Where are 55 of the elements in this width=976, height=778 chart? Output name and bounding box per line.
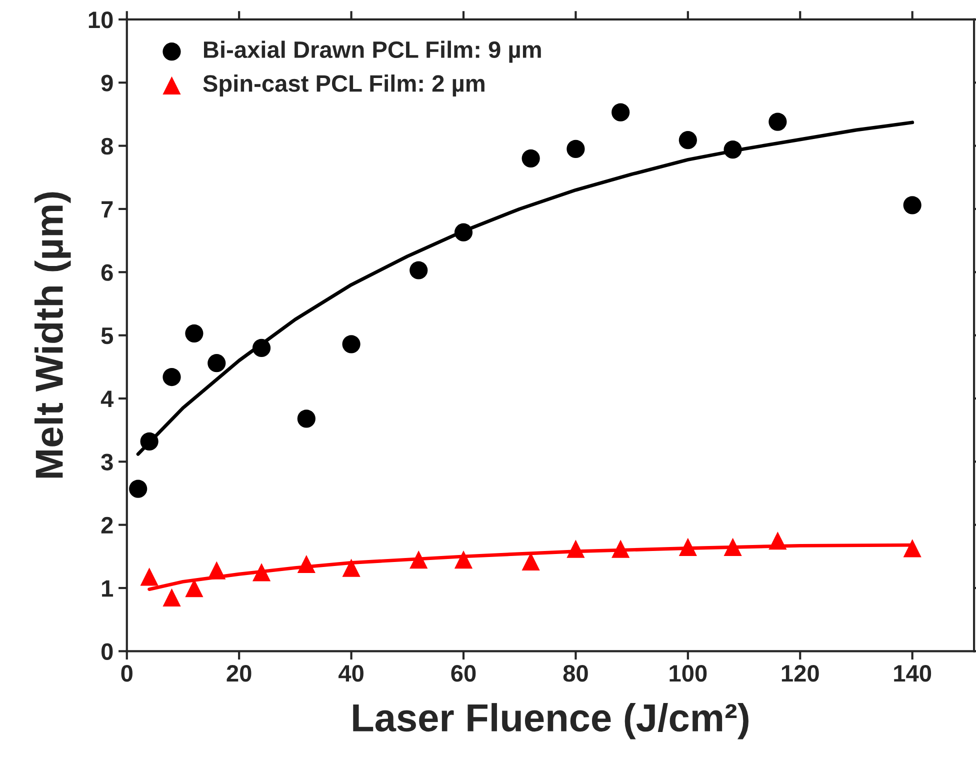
point [208,561,226,580]
x-tick-label: 60 [451,665,476,682]
point [162,588,181,607]
y-tick-label: 6 [101,264,113,281]
line-series [136,120,914,456]
point [724,538,742,556]
point [768,532,787,550]
y-tick-label: 10 [88,12,113,28]
point [522,149,540,168]
point [208,354,226,372]
point [185,324,204,342]
point [140,568,158,586]
point [903,539,922,558]
point [678,538,697,556]
x-tick-label: 140 [894,665,932,682]
point [342,558,360,577]
point [252,563,271,582]
x-tick-label: 120 [782,665,819,682]
point [410,550,428,569]
y-tick-label: 2 [101,516,113,534]
y-tick-label: 1 [102,580,114,597]
y-tick-label: 4 [100,390,114,408]
point [566,140,585,158]
y-tick-label: 3 [101,454,113,470]
y-tick-label: 7 [102,201,113,218]
x-tick-label: 100 [670,665,707,682]
point [612,103,630,122]
legend-label: Spin-cast PCL Film: 2 µm [203,74,484,97]
point [903,196,922,214]
y-axis-title: Melt Width (µm) [34,192,71,478]
y-tick-label: 5 [101,328,114,344]
point [410,261,428,280]
x-tick-label: 20 [226,665,252,682]
point [129,480,148,498]
point [678,131,697,150]
point [342,335,360,354]
y-tick-label: 9 [101,74,113,92]
point [140,432,158,451]
point [768,112,787,131]
point [297,554,316,574]
point [566,540,585,558]
y-tick-label: 0 [101,643,113,660]
x-tick-label: 80 [563,665,588,682]
point [454,550,473,569]
point [162,368,181,386]
x-axis-title: Laser Fluence (J/cm²) [353,703,748,740]
point [252,338,271,358]
point [612,540,630,558]
legend-label: Bi-axial Drawn PCL Film: 9 µm [204,40,541,63]
x-tick-label: 40 [338,665,364,682]
point [454,223,473,242]
point [724,140,742,159]
y-tick-label: 8 [101,138,113,155]
x-tick-label: 0 [121,665,132,682]
point [297,410,316,428]
